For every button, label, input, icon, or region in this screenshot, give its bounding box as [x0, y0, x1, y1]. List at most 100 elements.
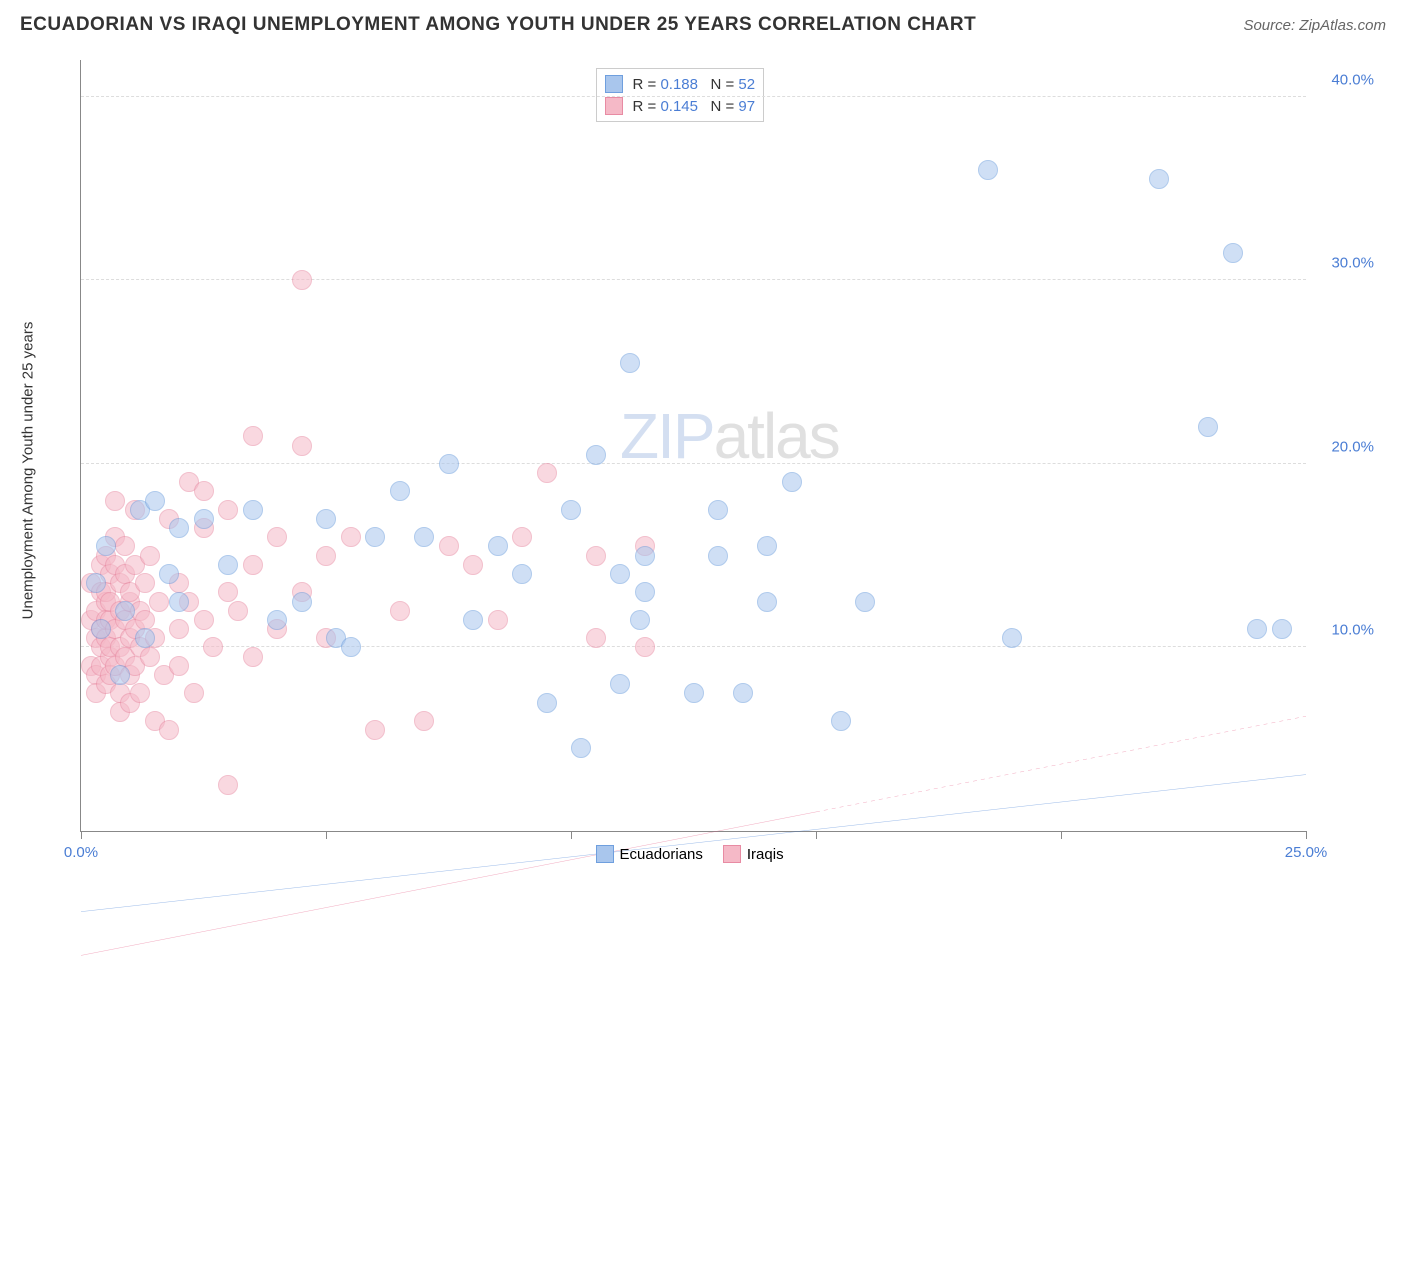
- data-point-iraqis: [463, 555, 483, 575]
- data-point-ecuadorians: [561, 500, 581, 520]
- legend-item-iraqis: Iraqis: [723, 845, 784, 863]
- data-point-ecuadorians: [831, 711, 851, 731]
- data-point-ecuadorians: [115, 601, 135, 621]
- data-point-iraqis: [159, 720, 179, 740]
- y-tick-label: 30.0%: [1331, 255, 1374, 272]
- data-point-iraqis: [586, 628, 606, 648]
- data-point-iraqis: [243, 647, 263, 667]
- data-point-ecuadorians: [91, 619, 111, 639]
- x-tick: [1306, 831, 1307, 839]
- data-point-iraqis: [169, 619, 189, 639]
- data-point-ecuadorians: [757, 592, 777, 612]
- data-point-iraqis: [218, 582, 238, 602]
- data-point-iraqis: [316, 546, 336, 566]
- data-point-ecuadorians: [630, 610, 650, 630]
- data-point-ecuadorians: [635, 582, 655, 602]
- data-point-ecuadorians: [684, 683, 704, 703]
- chart-area: Unemployment Among Youth under 25 years …: [50, 52, 1386, 872]
- data-point-ecuadorians: [267, 610, 287, 630]
- data-point-iraqis: [218, 500, 238, 520]
- data-point-iraqis: [267, 527, 287, 547]
- data-point-iraqis: [414, 711, 434, 731]
- data-point-ecuadorians: [169, 592, 189, 612]
- data-point-ecuadorians: [96, 536, 116, 556]
- legend-swatch-iraqis-icon: [723, 845, 741, 863]
- data-point-iraqis: [149, 592, 169, 612]
- data-point-ecuadorians: [463, 610, 483, 630]
- data-point-iraqis: [169, 656, 189, 676]
- y-tick-label: 10.0%: [1331, 622, 1374, 639]
- data-point-ecuadorians: [708, 546, 728, 566]
- data-point-iraqis: [586, 546, 606, 566]
- data-point-ecuadorians: [782, 472, 802, 492]
- swatch-iraqis-icon: [605, 97, 623, 115]
- data-point-ecuadorians: [390, 481, 410, 501]
- stats-row-iraqis: R = 0.145 N = 97: [605, 95, 756, 117]
- data-point-iraqis: [130, 683, 150, 703]
- data-point-ecuadorians: [316, 509, 336, 529]
- data-point-ecuadorians: [414, 527, 434, 547]
- x-tick: [81, 831, 82, 839]
- data-point-ecuadorians: [635, 546, 655, 566]
- data-point-iraqis: [439, 536, 459, 556]
- legend-swatch-ecuadorians-icon: [596, 845, 614, 863]
- data-point-ecuadorians: [110, 665, 130, 685]
- data-point-iraqis: [243, 426, 263, 446]
- data-point-ecuadorians: [1002, 628, 1022, 648]
- data-point-iraqis: [365, 720, 385, 740]
- gridline: [81, 279, 1306, 280]
- data-point-ecuadorians: [135, 628, 155, 648]
- data-point-iraqis: [228, 601, 248, 621]
- data-point-ecuadorians: [1223, 243, 1243, 263]
- data-point-ecuadorians: [757, 536, 777, 556]
- data-point-iraqis: [488, 610, 508, 630]
- trend-lines: [81, 60, 1306, 1285]
- data-point-ecuadorians: [365, 527, 385, 547]
- data-point-iraqis: [115, 536, 135, 556]
- chart-title: ECUADORIAN VS IRAQI UNEMPLOYMENT AMONG Y…: [20, 14, 976, 36]
- data-point-iraqis: [194, 610, 214, 630]
- data-point-iraqis: [184, 683, 204, 703]
- data-point-iraqis: [292, 436, 312, 456]
- data-point-iraqis: [243, 555, 263, 575]
- data-point-ecuadorians: [169, 518, 189, 538]
- data-point-ecuadorians: [1247, 619, 1267, 639]
- data-point-ecuadorians: [855, 592, 875, 612]
- data-point-iraqis: [135, 610, 155, 630]
- y-tick-label: 20.0%: [1331, 438, 1374, 455]
- gridline: [81, 96, 1306, 97]
- series-legend: Ecuadorians Iraqis: [596, 845, 784, 863]
- data-point-iraqis: [203, 637, 223, 657]
- y-tick-label: 40.0%: [1331, 71, 1374, 88]
- x-tick-label: 0.0%: [64, 844, 98, 861]
- x-tick: [326, 831, 327, 839]
- data-point-iraqis: [218, 775, 238, 795]
- chart-source: Source: ZipAtlas.com: [1243, 17, 1386, 34]
- data-point-ecuadorians: [145, 491, 165, 511]
- data-point-iraqis: [512, 527, 532, 547]
- data-point-ecuadorians: [610, 564, 630, 584]
- legend-item-ecuadorians: Ecuadorians: [596, 845, 703, 863]
- data-point-ecuadorians: [341, 637, 361, 657]
- data-point-iraqis: [105, 491, 125, 511]
- data-point-ecuadorians: [537, 693, 557, 713]
- data-point-ecuadorians: [218, 555, 238, 575]
- data-point-iraqis: [341, 527, 361, 547]
- data-point-iraqis: [194, 481, 214, 501]
- x-tick: [1061, 831, 1062, 839]
- x-tick: [571, 831, 572, 839]
- stats-row-ecuadorians: R = 0.188 N = 52: [605, 73, 756, 95]
- data-point-ecuadorians: [571, 738, 591, 758]
- data-point-ecuadorians: [439, 454, 459, 474]
- y-axis-label: Unemployment Among Youth under 25 years: [20, 322, 37, 620]
- data-point-ecuadorians: [610, 674, 630, 694]
- data-point-ecuadorians: [512, 564, 532, 584]
- data-point-ecuadorians: [488, 536, 508, 556]
- data-point-iraqis: [537, 463, 557, 483]
- data-point-ecuadorians: [159, 564, 179, 584]
- gridline: [81, 646, 1306, 647]
- data-point-ecuadorians: [978, 160, 998, 180]
- data-point-ecuadorians: [86, 573, 106, 593]
- data-point-iraqis: [292, 270, 312, 290]
- data-point-ecuadorians: [733, 683, 753, 703]
